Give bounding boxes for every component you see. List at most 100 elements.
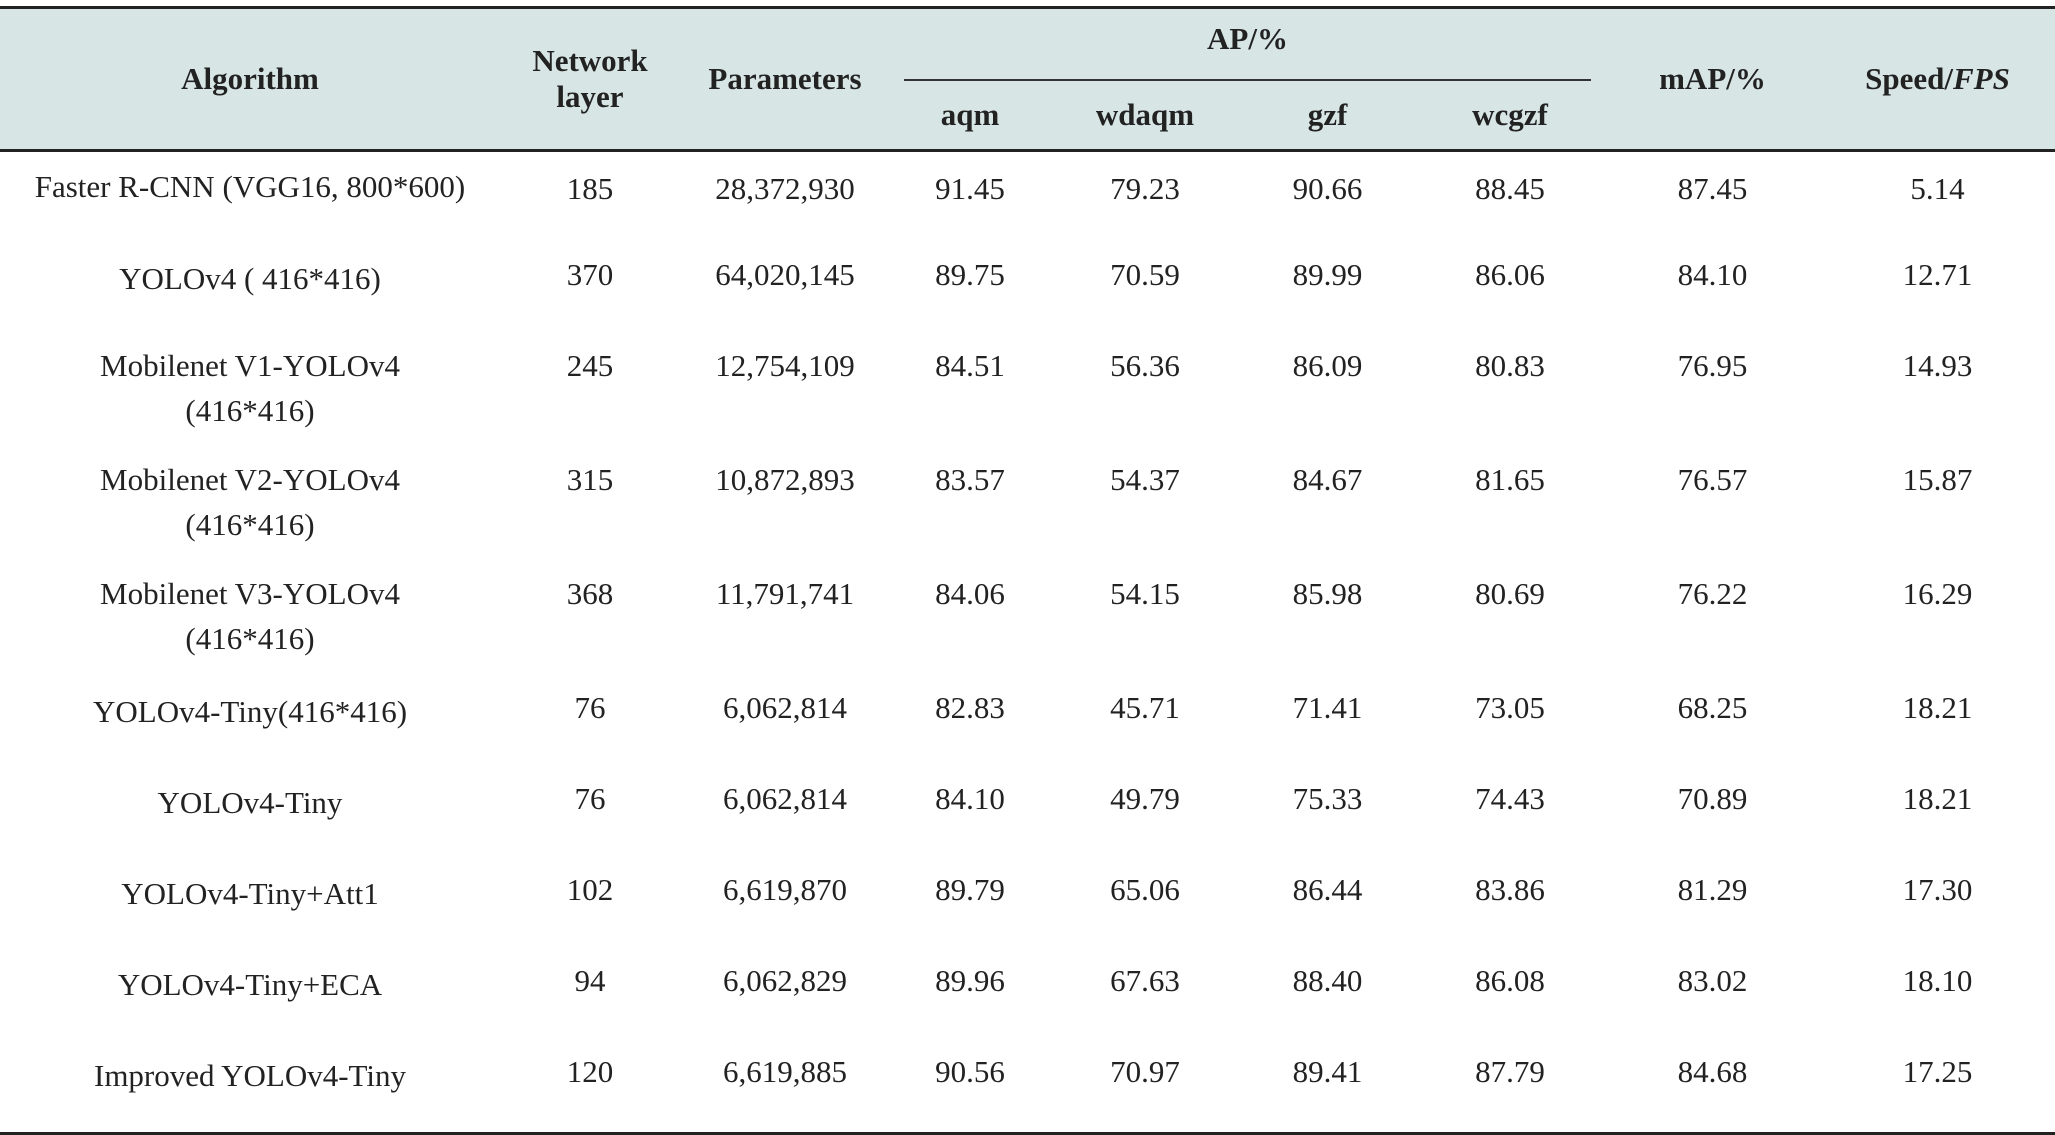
header-speed: Speed/FPS [1820, 7, 2055, 151]
cell-wdaqm: 56.36 [1110, 348, 1180, 383]
cell-aqm: 84.10 [935, 781, 1005, 816]
cell-parameters: 28,372,930 [715, 171, 855, 206]
cell-wcgzf: 74.43 [1475, 781, 1545, 816]
cell-network-layer: 315 [566, 462, 614, 497]
table-row: YOLOv4-Tiny(416*416) 76 6,062,814 82.83 45.7… [0, 671, 2055, 762]
cell-wcgzf: 87.79 [1475, 1054, 1545, 1089]
cell-parameters: 6,062,814 [723, 690, 847, 725]
header-parameters: Parameters [680, 7, 890, 151]
cell-wdaqm: 70.59 [1110, 257, 1180, 292]
cell-algorithm: YOLOv4-Tiny(416*416) [0, 671, 500, 762]
cell-algorithm: Mobilenet V1-YOLOv4 (416*416) [0, 329, 500, 443]
cell-parameters: 6,062,829 [723, 963, 847, 998]
cell-parameters: 10,872,893 [715, 462, 855, 497]
cell-gzf: 86.44 [1292, 872, 1363, 907]
header-ap-group-label: AP/% [1207, 21, 1288, 56]
algorithm-resolution: (416*416) [185, 507, 315, 542]
cell-network-layer: 120 [566, 1054, 614, 1089]
cell-map: 81.29 [1677, 872, 1748, 907]
cell-wcgzf: 81.65 [1475, 462, 1545, 497]
cell-speed: 5.14 [1910, 171, 1965, 206]
cell-aqm: 91.45 [935, 171, 1005, 206]
cell-speed: 12.71 [1902, 257, 1973, 292]
cell-wdaqm: 65.06 [1110, 872, 1180, 907]
cell-network-layer: 245 [566, 348, 614, 383]
header-map: mAP/% [1605, 7, 1820, 151]
cell-algorithm: Faster R-CNN (VGG16, 800*600) [0, 151, 500, 239]
header-row-2: aqm wdaqm gzf wcgzf [0, 81, 2055, 151]
cell-aqm: 83.57 [935, 462, 1005, 497]
algorithm-name: YOLOv4-Tiny+ECA [117, 967, 383, 1002]
cell-map: 76.57 [1677, 462, 1748, 497]
cell-speed: 14.93 [1902, 348, 1973, 383]
cell-gzf: 71.41 [1292, 690, 1363, 725]
cell-algorithm: YOLOv4-Tiny [0, 762, 500, 853]
cell-algorithm: YOLOv4 ( 416*416) [0, 238, 500, 329]
cell-speed: 17.30 [1902, 872, 1973, 907]
table-row: Faster R-CNN (VGG16, 800*600) 185 28,372,9… [0, 151, 2055, 239]
cell-speed: 17.25 [1902, 1054, 1973, 1089]
cell-wdaqm: 79.23 [1110, 171, 1180, 206]
cell-aqm: 89.96 [935, 963, 1005, 998]
cell-wcgzf: 83.86 [1475, 872, 1545, 907]
cell-wcgzf: 86.06 [1475, 257, 1545, 292]
algorithm-resolution: (416*416) [185, 393, 315, 428]
table-row: Mobilenet V3-YOLOv4 (416*416) 368 11,791,74… [0, 557, 2055, 671]
algorithm-name: YOLOv4-Tiny+Att1 [121, 876, 379, 911]
header-algorithm: Algorithm [0, 7, 500, 151]
cell-aqm: 89.75 [935, 257, 1005, 292]
header-aqm: aqm [890, 81, 1050, 151]
cell-network-layer: 102 [566, 872, 614, 907]
header-speed-unit: FPS [1953, 61, 2010, 96]
cell-wdaqm: 54.15 [1110, 576, 1180, 611]
table-row: YOLOv4-Tiny 76 6,062,814 84.10 49.79 75.33 74.… [0, 762, 2055, 853]
cell-parameters: 6,619,885 [723, 1054, 847, 1089]
cell-map: 84.68 [1677, 1054, 1748, 1089]
algorithm-resolution: (416*416) [185, 621, 315, 656]
table-row: Improved YOLOv4-Tiny 120 6,619,885 90.56 70.… [0, 1035, 2055, 1134]
cell-map: 70.89 [1677, 781, 1748, 816]
cell-gzf: 90.66 [1292, 171, 1363, 206]
cell-wdaqm: 49.79 [1110, 781, 1180, 816]
cell-parameters: 64,020,145 [715, 257, 855, 292]
cell-network-layer: 370 [566, 257, 614, 292]
cell-aqm: 90.56 [935, 1054, 1005, 1089]
cell-parameters: 6,619,870 [723, 872, 847, 907]
cell-wcgzf: 80.83 [1475, 348, 1545, 383]
table-row: YOLOv4 ( 416*416) 370 64,020,145 89.75 70.59… [0, 238, 2055, 329]
table-header: Algorithm Network layer Parameters AP/% … [0, 7, 2055, 151]
header-wcgzf: wcgzf [1415, 81, 1605, 151]
header-gzf-label: gzf [1307, 97, 1348, 132]
cell-aqm: 82.83 [935, 690, 1005, 725]
header-ap-group: AP/% [890, 7, 1605, 81]
cell-wcgzf: 88.45 [1475, 171, 1545, 206]
cell-speed: 18.10 [1902, 963, 1973, 998]
algorithm-name: Faster R-CNN (VGG16, 800*600) [34, 169, 466, 204]
cell-speed: 15.87 [1902, 462, 1973, 497]
cell-network-layer: 94 [574, 963, 606, 998]
cell-network-layer: 185 [566, 171, 614, 206]
cell-map: 68.25 [1677, 690, 1748, 725]
cell-network-layer: 368 [566, 576, 614, 611]
header-network-layer-line2: layer [556, 79, 624, 114]
algorithm-name: YOLOv4 ( 416*416) [119, 261, 381, 296]
cell-wcgzf: 86.08 [1475, 963, 1545, 998]
cell-gzf: 89.99 [1292, 257, 1363, 292]
algorithm-name: Mobilenet V1-YOLOv4 [100, 348, 400, 383]
header-wcgzf-label: wcgzf [1472, 97, 1548, 132]
cell-aqm: 84.06 [935, 576, 1005, 611]
cell-gzf: 88.40 [1292, 963, 1363, 998]
table-body: Faster R-CNN (VGG16, 800*600) 185 28,372,9… [0, 151, 2055, 1134]
header-wdaqm-label: wdaqm [1095, 97, 1195, 132]
header-gzf: gzf [1240, 81, 1415, 151]
header-network-layer: Network layer [500, 7, 680, 151]
cell-map: 76.22 [1677, 576, 1748, 611]
header-network-layer-line1: Network [532, 43, 648, 78]
cell-wcgzf: 73.05 [1475, 690, 1545, 725]
cell-gzf: 86.09 [1292, 348, 1363, 383]
header-row-1: Algorithm Network layer Parameters AP/% … [0, 7, 2055, 151]
comparison-table: Algorithm Network layer Parameters AP/% … [0, 6, 2055, 1135]
cell-algorithm: Mobilenet V2-YOLOv4 (416*416) [0, 443, 500, 557]
algorithm-name: YOLOv4-Tiny [157, 785, 343, 820]
algorithm-name: YOLOv4-Tiny(416*416) [92, 694, 408, 729]
